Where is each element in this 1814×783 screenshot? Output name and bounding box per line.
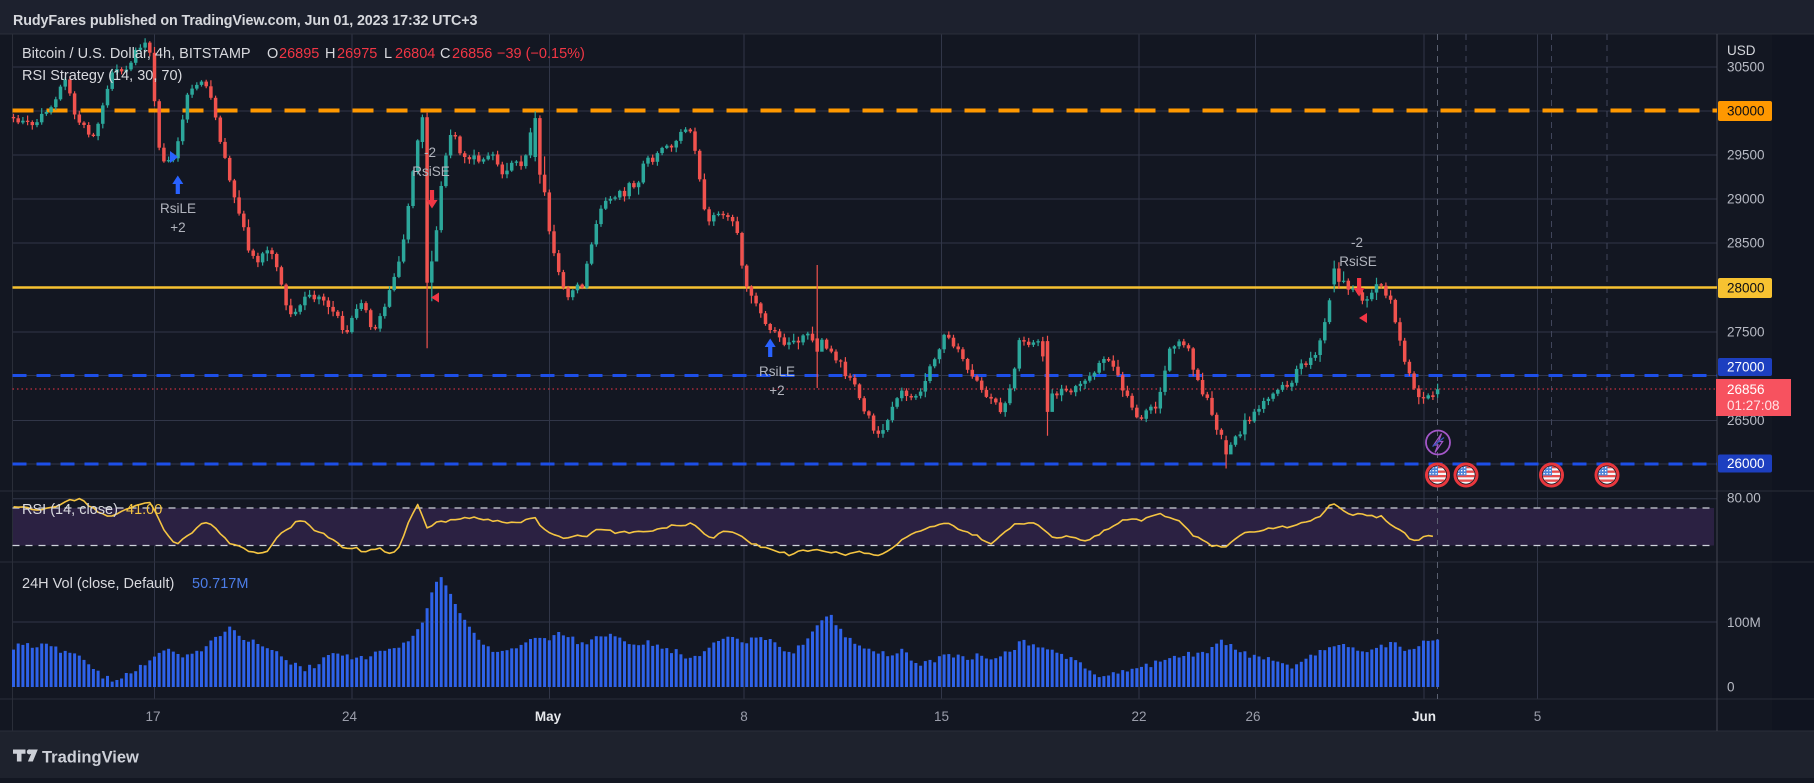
svg-text:RsiSE: RsiSE — [1339, 254, 1377, 269]
svg-text:80.00: 80.00 — [1727, 491, 1761, 506]
svg-text:15: 15 — [934, 709, 949, 724]
svg-text:-2: -2 — [1351, 235, 1363, 250]
svg-text:Bitcoin / U.S. Dollar, 4h, BIT: Bitcoin / U.S. Dollar, 4h, BITSTAMP — [22, 46, 251, 62]
svg-text:24: 24 — [342, 709, 358, 724]
svg-text:26: 26 — [1245, 709, 1260, 724]
svg-text:−39 (−0.15%): −39 (−0.15%) — [497, 46, 585, 62]
svg-text:100M: 100M — [1727, 615, 1761, 630]
svg-text:0: 0 — [1727, 680, 1735, 695]
svg-text:O: O — [267, 46, 278, 62]
svg-text:C: C — [440, 46, 450, 62]
svg-text:RudyFares published on Trading: RudyFares published on TradingView.com, … — [13, 13, 478, 29]
svg-text:5: 5 — [1534, 709, 1542, 724]
svg-text:RSI Strategy (14, 30, 70): RSI Strategy (14, 30, 70) — [22, 68, 182, 84]
svg-text:01:27:08: 01:27:08 — [1727, 398, 1780, 413]
svg-text:TradingView: TradingView — [42, 749, 139, 767]
svg-text:29000: 29000 — [1727, 192, 1765, 207]
svg-text:USD: USD — [1727, 43, 1756, 58]
svg-text:Jun: Jun — [1412, 709, 1436, 724]
svg-text:26500: 26500 — [1727, 413, 1765, 428]
svg-text:29500: 29500 — [1727, 148, 1765, 163]
svg-text:RsiLE: RsiLE — [759, 364, 795, 379]
svg-text:28500: 28500 — [1727, 236, 1765, 251]
svg-text:26000: 26000 — [1727, 456, 1765, 471]
svg-text:26975: 26975 — [337, 46, 377, 62]
svg-text:41.00: 41.00 — [126, 502, 162, 518]
svg-text:RsiSE: RsiSE — [412, 164, 450, 179]
svg-text:50.717M: 50.717M — [192, 576, 248, 592]
svg-text:RsiLE: RsiLE — [160, 201, 196, 216]
svg-text:30500: 30500 — [1727, 60, 1765, 75]
svg-text:H: H — [325, 46, 335, 62]
svg-text:27000: 27000 — [1727, 360, 1765, 375]
svg-text:+2: +2 — [769, 383, 784, 398]
svg-text:RSI (14, close): RSI (14, close) — [22, 502, 118, 518]
svg-text:27500: 27500 — [1727, 325, 1765, 340]
svg-text:26895: 26895 — [279, 46, 319, 62]
svg-text:17: 17 — [145, 709, 160, 724]
svg-text:L: L — [384, 46, 392, 62]
svg-text:8: 8 — [740, 709, 748, 724]
svg-text:26856: 26856 — [452, 46, 492, 62]
svg-text:24H Vol (close, Default): 24H Vol (close, Default) — [22, 576, 174, 592]
svg-text:28000: 28000 — [1727, 281, 1765, 296]
svg-text:-2: -2 — [424, 145, 436, 160]
svg-text:26804: 26804 — [395, 46, 435, 62]
svg-text:May: May — [535, 709, 562, 724]
svg-text:+2: +2 — [170, 220, 185, 235]
svg-text:22: 22 — [1131, 709, 1146, 724]
svg-text:30000: 30000 — [1727, 104, 1765, 119]
svg-text:26856: 26856 — [1727, 382, 1765, 397]
